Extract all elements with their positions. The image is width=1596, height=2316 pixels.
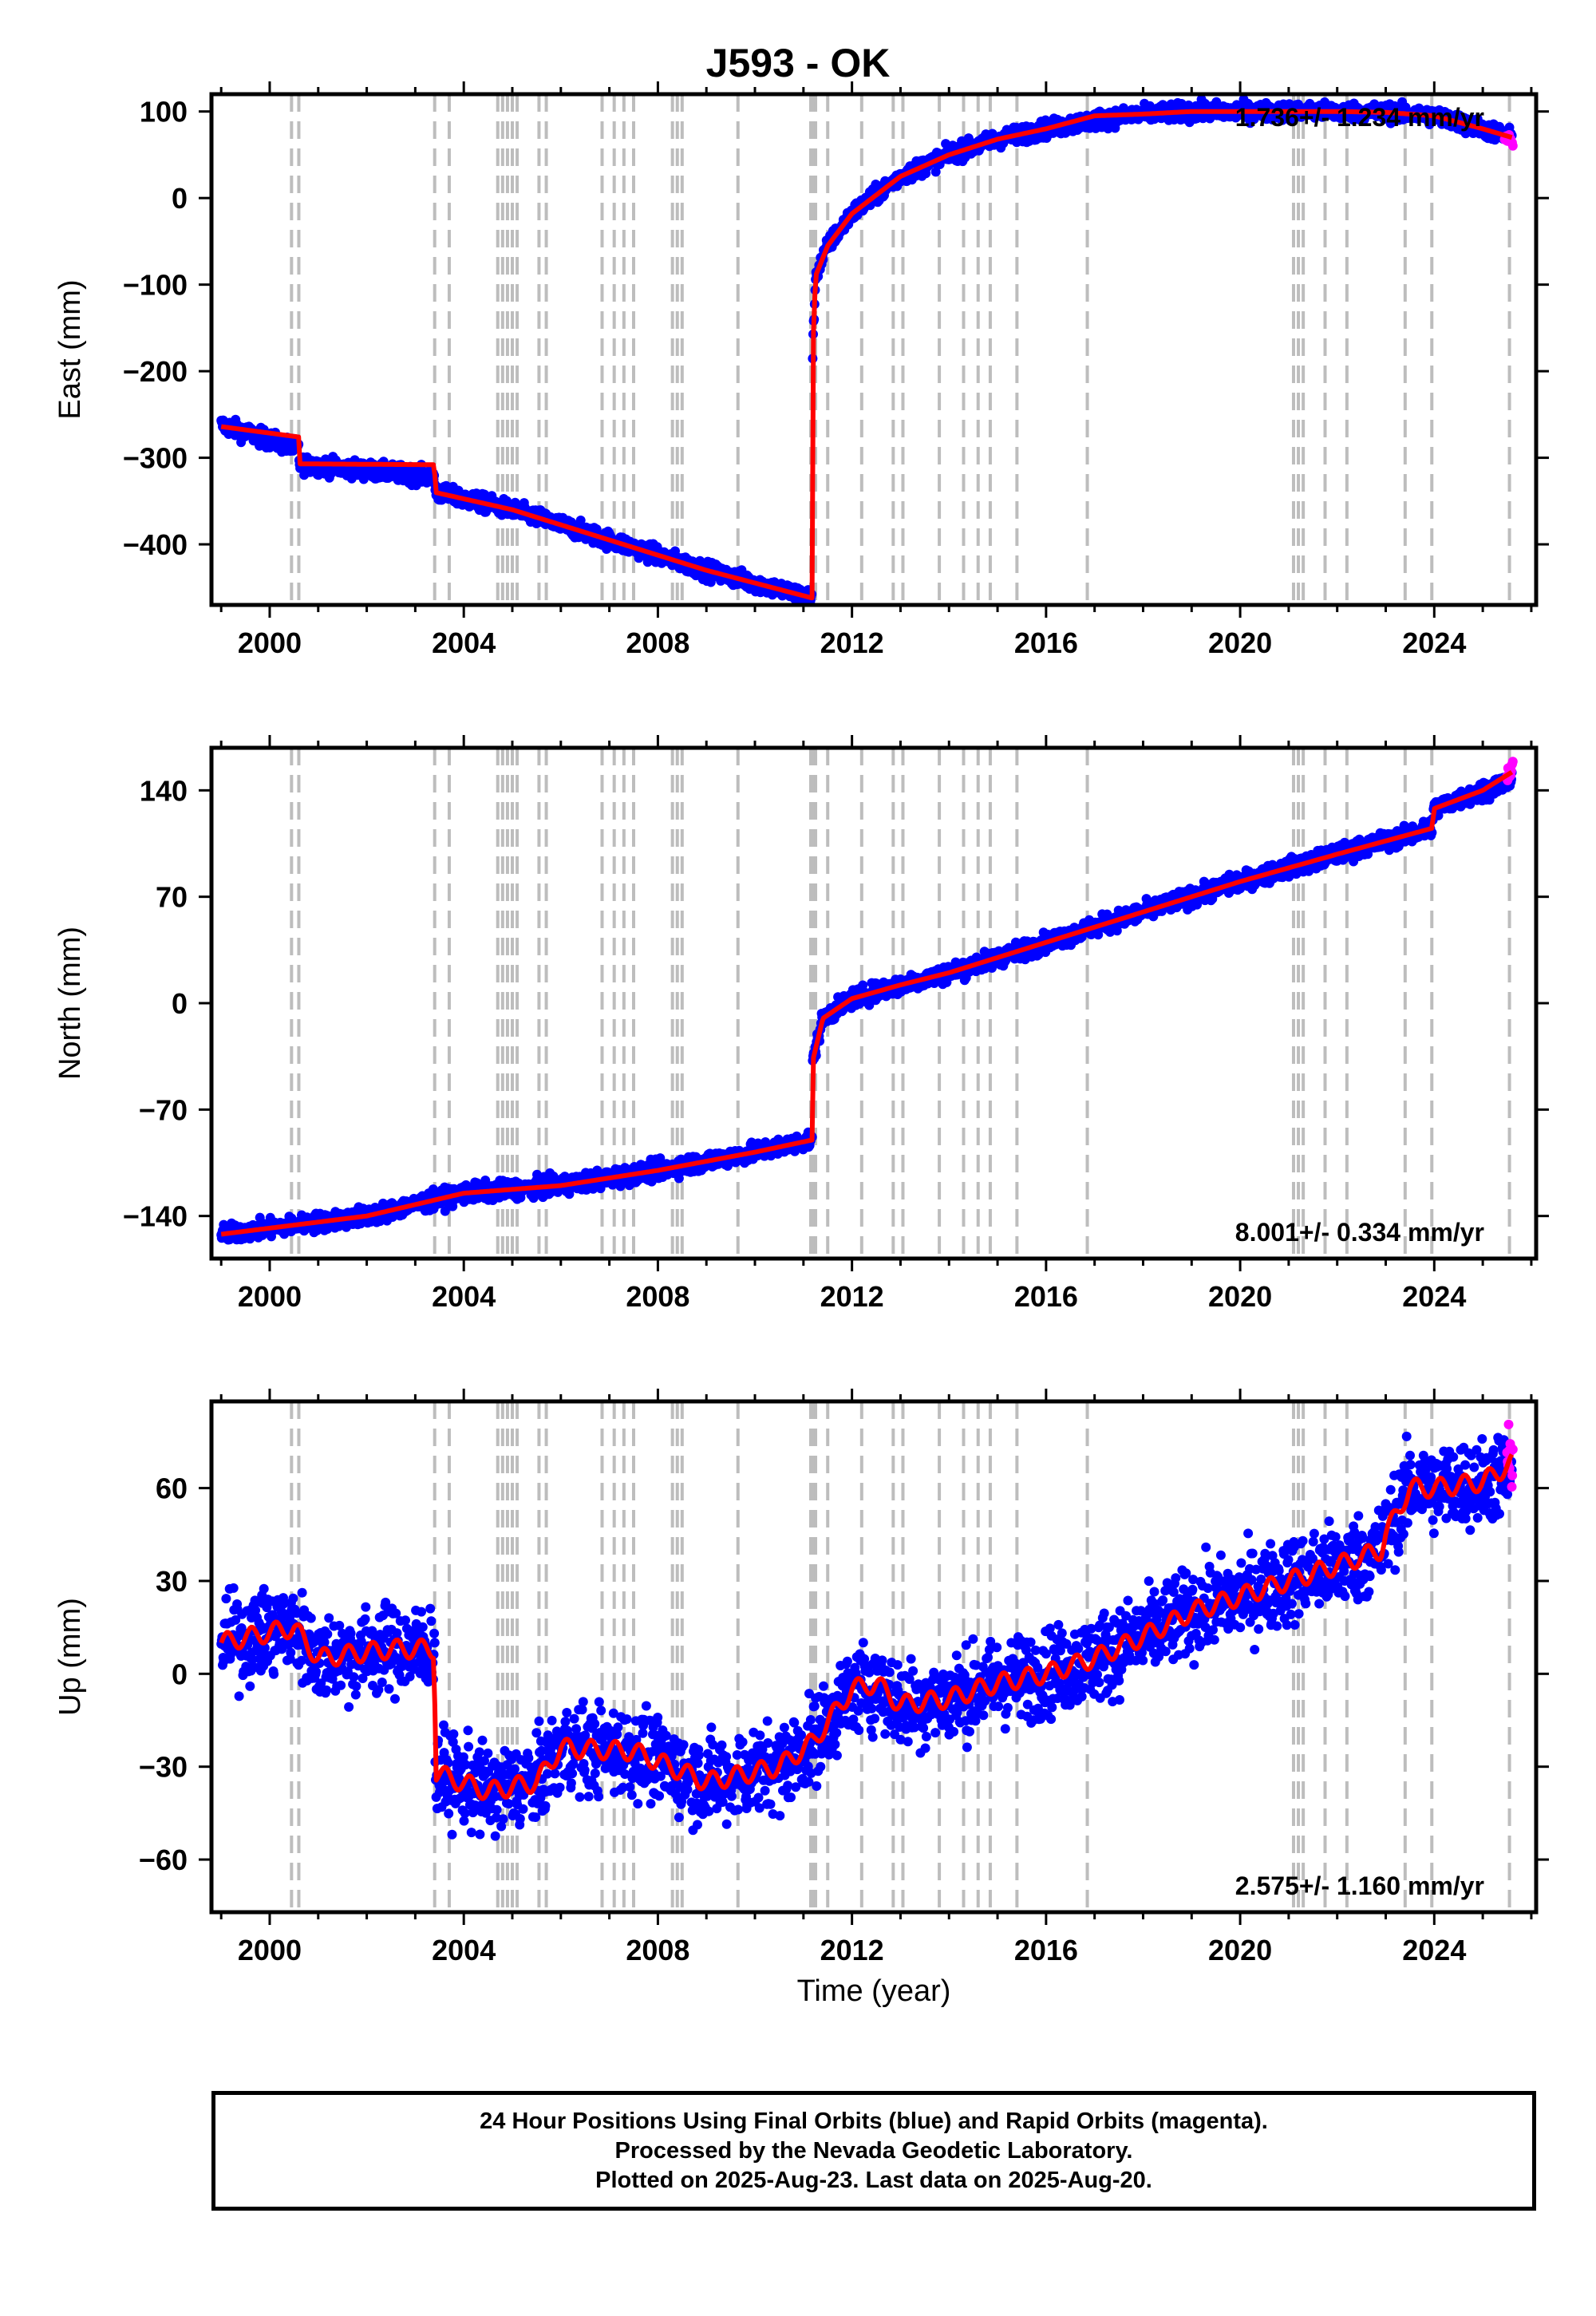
y-tick-label: −400 [123, 528, 188, 561]
data-point [1507, 140, 1518, 151]
x-tick-label: 2004 [432, 626, 496, 659]
y-axis-label: East (mm) [53, 279, 87, 419]
data-series [216, 757, 1518, 1245]
y-axis: −400 −300 −200 −100 0 100 [123, 96, 1549, 561]
series-final-orbits [216, 94, 1517, 605]
plot-frame [209, 92, 1539, 607]
rate-label: 1.736+/- 1.234 mm/yr [1235, 103, 1484, 132]
y-tick-label: −100 [123, 269, 188, 302]
series-final-orbits [216, 763, 1517, 1245]
east-panel: 2000 2004 2008 2012 2016 2020 2024 −400 −300 −200… [53, 81, 1549, 659]
y-tick-label: 100 [140, 96, 188, 128]
data-series [216, 94, 1518, 605]
x-tick-label: 2008 [626, 626, 689, 659]
y-tick-label: 0 [172, 182, 188, 215]
figure-title: J593 - OK [705, 41, 891, 85]
x-axis: 2000 2004 2008 2012 2016 2020 2024 [219, 81, 1533, 659]
x-tick-label: 2000 [238, 626, 302, 659]
x-tick-label: 2024 [1402, 626, 1466, 659]
y-tick-label: −300 [123, 442, 188, 475]
x-tick-label: 2016 [1014, 626, 1078, 659]
model-line [220, 109, 1513, 601]
x-tick-label: 2020 [1208, 626, 1272, 659]
data-point [575, 516, 586, 525]
time-series-figure: 2000 2004 2008 2012 2016 2020 2024 −400 −300 −200… [53, 81, 1549, 1966]
data-point [930, 167, 941, 177]
north-panel: 2000 2004 2008 2012 2016 2020 2024−140−7007014… [53, 735, 1549, 1313]
y-tick-label: −200 [123, 355, 188, 388]
x-tick-label: 2012 [820, 626, 884, 659]
